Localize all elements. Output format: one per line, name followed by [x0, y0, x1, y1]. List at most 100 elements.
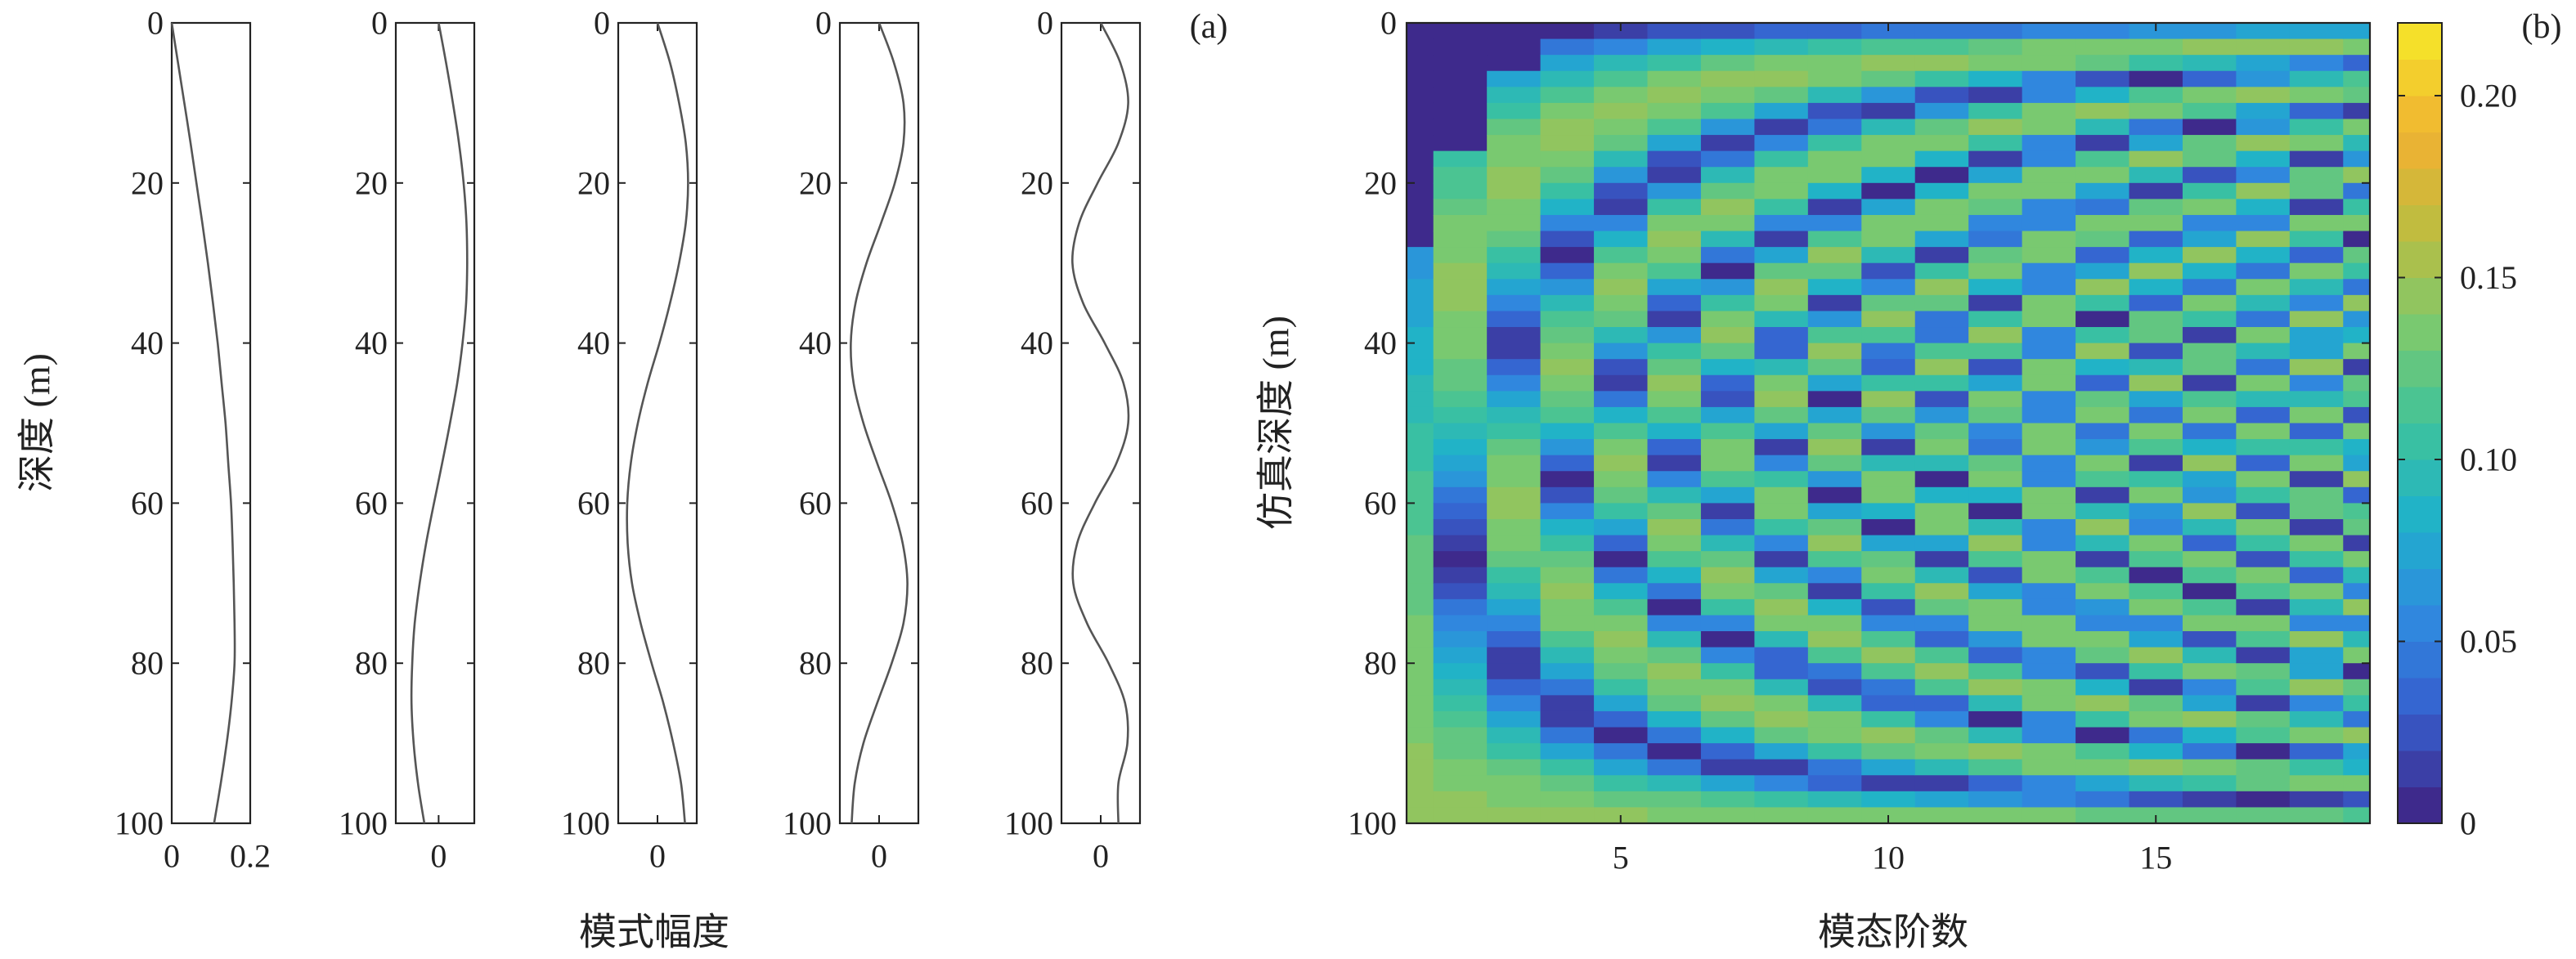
heatmap-cell — [1433, 406, 1488, 424]
plot-frame — [838, 21, 920, 825]
heatmap-cell — [1968, 455, 2023, 472]
heatmap-cell — [1594, 727, 1649, 744]
heatmap-cell — [2236, 279, 2291, 296]
heatmap-cell — [1861, 311, 1916, 328]
heatmap-cell — [1861, 455, 1916, 472]
heatmap-cell — [1700, 343, 1755, 360]
heatmap-cell — [1487, 247, 1542, 264]
heatmap-cell — [2236, 406, 2291, 424]
heatmap-cell — [1407, 182, 1434, 199]
heatmap-cell — [1407, 727, 1434, 744]
heatmap-cell — [1754, 759, 1809, 776]
heatmap-cell — [2076, 182, 2130, 199]
heatmap-cell — [2022, 631, 2076, 648]
heatmap-cell — [1700, 247, 1755, 264]
heatmap-cell — [2343, 231, 2371, 248]
heatmap-cell — [2182, 791, 2237, 809]
heatmap-cell — [2129, 55, 2183, 72]
heatmap-cell — [1968, 423, 2023, 440]
heatmap-cell — [1540, 710, 1595, 728]
heatmap-cell — [1647, 343, 1702, 360]
heatmap-cell — [1487, 663, 1542, 680]
heatmap-cell — [1433, 359, 1488, 376]
heatmap-cell — [1807, 343, 1862, 360]
heatmap-cell — [1754, 551, 1809, 568]
heatmap-cell — [2129, 23, 2183, 40]
heatmap-cell — [1407, 135, 1434, 152]
heatmap-cell — [1807, 199, 1862, 216]
heatmap-cell — [2076, 615, 2130, 632]
colorbar-band — [2398, 495, 2442, 533]
heatmap-cell — [1433, 150, 1488, 168]
heatmap-cell — [1540, 647, 1595, 664]
x-tick-label: 0 — [164, 838, 180, 875]
heatmap-cell — [1968, 294, 2023, 312]
heatmap-cell — [1407, 262, 1434, 280]
mode-shape-line — [626, 22, 689, 824]
heatmap-cell — [1540, 598, 1595, 616]
heatmap-cell — [1807, 391, 1862, 408]
heatmap-cell — [1754, 247, 1809, 264]
heatmap-cell — [1968, 55, 2023, 72]
heatmap-cell — [2343, 199, 2371, 216]
y-tick-label: 20 — [577, 164, 610, 201]
heatmap-cell — [1914, 38, 1969, 56]
heatmap-cell — [2076, 583, 2130, 600]
heatmap-cell — [1914, 791, 1969, 809]
heatmap-cell — [2236, 535, 2291, 552]
heatmap-cell — [1968, 631, 2023, 648]
y-tick-label: 80 — [577, 645, 610, 682]
heatmap-cell — [2289, 727, 2344, 744]
heatmap-cell — [2289, 503, 2344, 520]
heatmap-cell — [1540, 679, 1595, 696]
heatmap-cell — [1861, 70, 1916, 87]
heatmap-cell — [1433, 119, 1488, 136]
colorbar-band — [2398, 204, 2442, 242]
heatmap-cell — [1700, 38, 1755, 56]
heatmap-cell — [1914, 150, 1969, 168]
heatmap-cell — [2289, 598, 2344, 616]
heatmap-cell — [1700, 631, 1755, 648]
heatmap-cell — [1433, 247, 1488, 264]
heatmap-cell — [1968, 182, 2023, 199]
heatmap-cell — [2022, 598, 2076, 616]
heatmap-cell — [1754, 311, 1809, 328]
heatmap-cell — [2129, 311, 2183, 328]
heatmap-cell — [1861, 38, 1916, 56]
heatmap-cell — [1807, 294, 1862, 312]
heatmap-cell — [2236, 359, 2291, 376]
heatmap-cell — [1968, 359, 2023, 376]
colorbar-band — [2398, 786, 2442, 824]
heatmap-cell — [1914, 710, 1969, 728]
heatmap-cell — [1647, 150, 1702, 168]
heatmap-cell — [2289, 743, 2344, 760]
heatmap-cell — [1700, 311, 1755, 328]
colorbar-tick-label: 0.05 — [2460, 623, 2517, 660]
heatmap-cell — [1700, 791, 1755, 809]
heatmap-cell — [2236, 167, 2291, 184]
heatmap-cell — [1754, 598, 1809, 616]
heatmap-cell — [2182, 807, 2237, 824]
heatmap-cell — [1914, 55, 1969, 72]
heatmap-cell — [1807, 327, 1862, 344]
heatmap-cell — [1540, 294, 1595, 312]
heatmap-cell — [2022, 167, 2076, 184]
heatmap-cell — [2289, 647, 2344, 664]
heatmap-cell — [1807, 423, 1862, 440]
heatmap-cell — [2129, 214, 2183, 232]
heatmap-cell — [1968, 583, 2023, 600]
heatmap-cell — [2236, 327, 2291, 344]
heatmap-cell — [1861, 167, 1916, 184]
plot-frame — [394, 21, 476, 825]
heatmap-cell — [2343, 567, 2371, 584]
heatmap-cell — [1861, 615, 1916, 632]
heatmap-cell — [1647, 423, 1702, 440]
heatmap-cell — [1914, 262, 1969, 280]
heatmap-cell — [1433, 70, 1488, 87]
heatmap-cell — [2129, 102, 2183, 120]
heatmap-cell — [1914, 70, 1969, 87]
heatmap-cell — [1407, 679, 1434, 696]
y-tick-label: 0 — [1380, 5, 1397, 42]
heatmap-cell — [1754, 359, 1809, 376]
